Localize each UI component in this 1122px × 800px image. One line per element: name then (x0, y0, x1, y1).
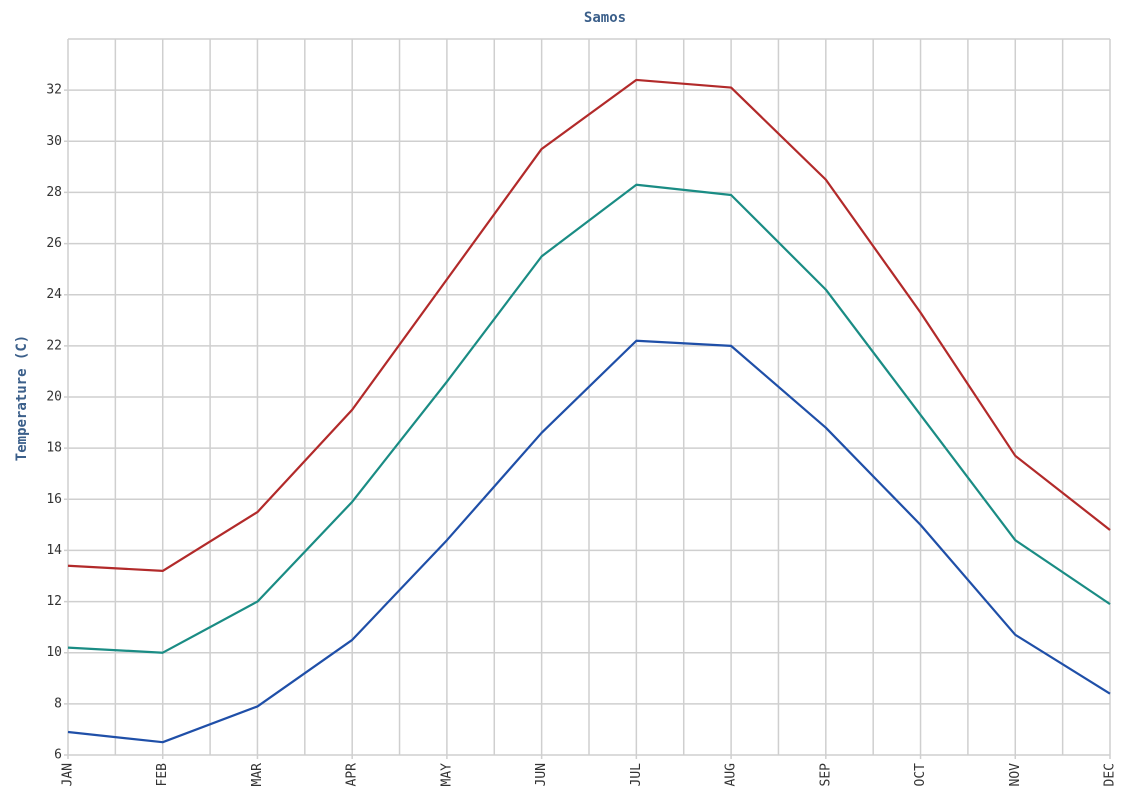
x-tick-label: MAR (250, 763, 265, 787)
chart-title: Samos (584, 10, 626, 26)
series-line (67, 339, 1111, 744)
x-tick-label: NOV (1008, 763, 1023, 787)
y-tick-label: 18 (46, 441, 62, 456)
y-tick-label: 14 (46, 543, 62, 558)
series-line (67, 78, 1111, 572)
y-tick-label: 22 (46, 338, 62, 353)
x-tick-label: JAN (61, 763, 76, 786)
y-axis-label: Temperature (C) (14, 335, 30, 461)
x-tick-label: JUL (629, 763, 644, 787)
y-tick-label: 24 (46, 287, 62, 302)
y-tick-label: 8 (54, 696, 62, 711)
y-tick-label: 20 (46, 390, 62, 405)
x-tick-label: DEC (1103, 763, 1118, 786)
x-tick-label: FEB (155, 763, 170, 787)
y-tick-label: 26 (46, 236, 62, 251)
x-tick-label: AUG (724, 763, 739, 787)
y-tick-label: 28 (46, 185, 62, 200)
y-tick-label: 10 (46, 645, 62, 660)
y-tick-label: 30 (46, 134, 62, 149)
y-tick-label: 16 (46, 492, 62, 507)
y-tick-label: 12 (46, 594, 62, 609)
series-line (67, 183, 1111, 654)
y-tick-label: 6 (54, 748, 62, 763)
y-tick-label: 32 (46, 83, 62, 98)
x-tick-label: OCT (913, 763, 928, 787)
x-tick-label: APR (345, 763, 360, 787)
x-tick-label: SEP (818, 763, 833, 787)
x-tick-label: MAY (439, 763, 454, 787)
x-tick-label: JUN (534, 763, 549, 786)
